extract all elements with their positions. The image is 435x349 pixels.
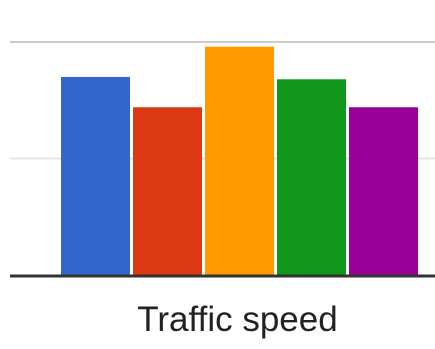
category-label: Traffic speed (137, 300, 338, 339)
bar-5 (349, 107, 418, 276)
bar-2 (133, 107, 202, 276)
bar-4 (277, 79, 346, 275)
bar-3 (205, 46, 274, 275)
bar-1 (61, 76, 130, 275)
